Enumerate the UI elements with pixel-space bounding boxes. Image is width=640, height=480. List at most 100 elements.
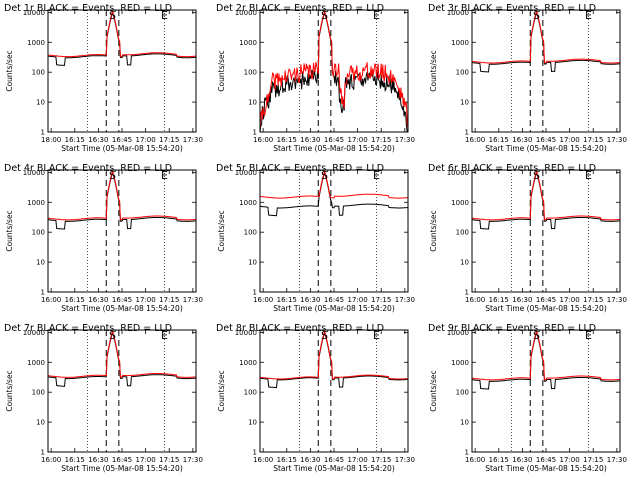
panel-det-6r: Det 6r BLACK = Events, RED = LLD 1 10 100 10… xyxy=(428,163,627,313)
x-tick-label: 16:30 xyxy=(88,296,108,304)
lld-series-line xyxy=(48,10,196,58)
y-tick-label: 10 xyxy=(248,259,257,267)
panel-title: Det 5r BLACK = Events, RED = LLD xyxy=(216,163,384,174)
y-tick-label: 100 xyxy=(244,69,257,77)
x-tick-label: 16:15 xyxy=(277,456,297,464)
y-tick-label: 100 xyxy=(32,389,45,397)
x-tick-label: 17:15 xyxy=(371,136,391,144)
lld-series-line xyxy=(260,330,408,380)
plot-frame xyxy=(471,169,621,293)
y-tick-label: 10 xyxy=(248,419,257,427)
x-axis-label: Start Time (05-Mar-08 15:54:20) xyxy=(485,464,607,473)
x-tick-label: 17:00 xyxy=(560,296,580,304)
x-tick-label: 16:00 xyxy=(41,456,61,464)
x-tick-label: 17:30 xyxy=(607,136,627,144)
panel-det-3r: Det 3r BLACK = Events, RED = LLD 1 10 100 10… xyxy=(428,3,627,153)
x-tick-label: 16:15 xyxy=(65,136,85,144)
x-tick-label: 17:30 xyxy=(183,296,203,304)
x-axis-label: Start Time (05-Mar-08 15:54:20) xyxy=(61,464,183,473)
panel-det-1r: Det 1r BLACK = Events, RED = LLD 1 10 100 10… xyxy=(4,3,203,153)
lld-series-line xyxy=(472,330,620,381)
events-series-line xyxy=(260,170,408,217)
y-tick-label: 10000 xyxy=(447,329,469,337)
lld-series-line xyxy=(472,170,620,221)
y-tick-label: 10 xyxy=(36,99,45,107)
x-tick-label: 17:30 xyxy=(395,456,415,464)
panel-det-5r: Det 5r BLACK = Events, RED = LLD 1 10 100 10… xyxy=(216,163,415,313)
plot-frame xyxy=(259,9,409,133)
x-tick-label: 16:30 xyxy=(88,136,108,144)
panel-det-9r: Det 9r BLACK = Events, RED = LLD 1 10 100 10… xyxy=(428,323,627,473)
x-tick-label: 16:00 xyxy=(41,296,61,304)
x-tick-label: 16:45 xyxy=(536,456,556,464)
x-tick-label: 16:30 xyxy=(512,136,532,144)
panel-title: Det 6r BLACK = Events, RED = LLD xyxy=(428,163,596,174)
x-tick-label: 16:45 xyxy=(112,296,132,304)
start-marker: S xyxy=(533,9,540,22)
start-marker: S xyxy=(109,169,116,182)
y-tick-label: 1 xyxy=(465,129,469,137)
x-axis-label: Start Time (05-Mar-08 15:54:20) xyxy=(61,304,183,313)
y-tick-label: 10000 xyxy=(235,329,257,337)
y-tick-label: 10000 xyxy=(447,169,469,177)
y-axis-label: Counts/sec xyxy=(5,370,14,411)
x-tick-label: 16:15 xyxy=(65,456,85,464)
end-marker: E xyxy=(161,329,168,342)
y-axis-label: Counts/sec xyxy=(217,370,226,411)
y-tick-label: 1 xyxy=(41,129,45,137)
lld-series-line xyxy=(48,330,196,378)
x-axis-label: Start Time (05-Mar-08 15:54:20) xyxy=(485,304,607,313)
events-series-line xyxy=(472,10,620,73)
x-tick-label: 16:30 xyxy=(512,456,532,464)
x-tick-label: 16:45 xyxy=(324,136,344,144)
x-tick-label: 17:00 xyxy=(136,456,156,464)
y-tick-label: 1000 xyxy=(451,199,469,207)
lld-series-line xyxy=(260,10,408,132)
x-tick-label: 16:00 xyxy=(465,456,485,464)
x-tick-label: 16:45 xyxy=(112,456,132,464)
x-tick-label: 17:15 xyxy=(159,296,179,304)
x-tick-label: 16:45 xyxy=(324,296,344,304)
start-marker: S xyxy=(321,169,328,182)
x-tick-label: 16:15 xyxy=(489,136,509,144)
x-tick-label: 16:45 xyxy=(536,296,556,304)
x-tick-label: 17:30 xyxy=(183,456,203,464)
events-series-line xyxy=(260,10,408,132)
panel-title: Det 7r BLACK = Events, RED = LLD xyxy=(4,323,172,334)
y-tick-label: 1000 xyxy=(451,39,469,47)
plot-frame xyxy=(259,329,409,453)
events-series-line xyxy=(48,170,196,230)
y-tick-label: 1 xyxy=(253,449,257,457)
lld-series-line xyxy=(260,170,408,199)
x-tick-label: 17:30 xyxy=(395,296,415,304)
x-tick-label: 16:30 xyxy=(88,456,108,464)
y-tick-label: 1 xyxy=(253,289,257,297)
x-tick-label: 16:15 xyxy=(489,456,509,464)
y-tick-label: 100 xyxy=(456,69,469,77)
y-axis-label: Counts/sec xyxy=(429,210,438,251)
start-marker: S xyxy=(321,329,328,342)
y-tick-label: 1 xyxy=(41,289,45,297)
x-axis-label: Start Time (05-Mar-08 15:54:20) xyxy=(485,144,607,153)
y-tick-label: 10000 xyxy=(235,169,257,177)
y-tick-label: 1000 xyxy=(239,39,257,47)
panel-title: Det 2r BLACK = Events, RED = LLD xyxy=(216,3,384,14)
y-axis-label: Counts/sec xyxy=(429,50,438,91)
x-tick-label: 16:00 xyxy=(253,456,273,464)
y-tick-label: 1000 xyxy=(27,39,45,47)
y-tick-label: 10 xyxy=(460,259,469,267)
y-tick-label: 100 xyxy=(456,389,469,397)
y-tick-label: 100 xyxy=(244,229,257,237)
y-tick-label: 1000 xyxy=(451,359,469,367)
panel-title: Det 4r BLACK = Events, RED = LLD xyxy=(4,163,172,174)
y-tick-label: 10000 xyxy=(23,9,45,17)
y-tick-label: 10000 xyxy=(235,9,257,17)
end-marker: E xyxy=(373,169,380,182)
x-tick-label: 16:45 xyxy=(112,136,132,144)
x-tick-label: 17:30 xyxy=(183,136,203,144)
x-tick-label: 16:30 xyxy=(300,456,320,464)
lld-series-line xyxy=(472,10,620,64)
end-marker: E xyxy=(373,329,380,342)
y-tick-label: 10 xyxy=(36,259,45,267)
